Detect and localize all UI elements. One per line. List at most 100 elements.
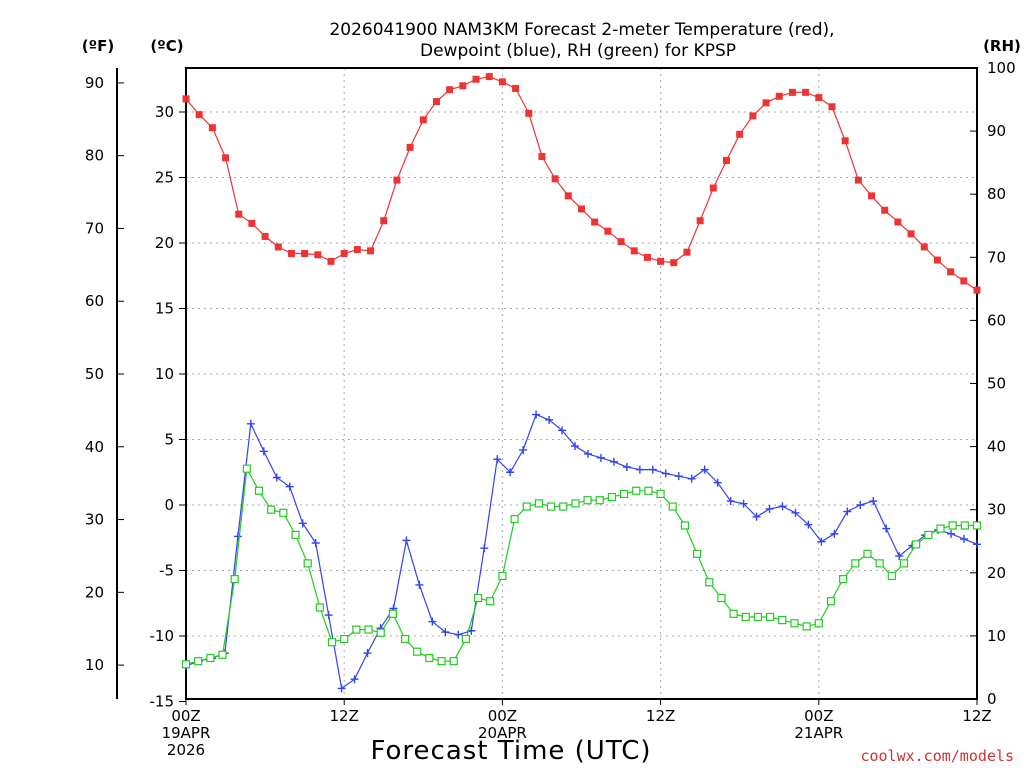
rh-point (437, 657, 446, 666)
dewpoint-point (441, 628, 450, 637)
temperature-point (604, 227, 612, 235)
rh-tick-label: 0 (987, 690, 997, 708)
rh-point (486, 597, 495, 606)
celsius-tick-label: -5 (159, 562, 174, 580)
rh-tick-label: 40 (987, 438, 1006, 456)
time-tick-label: 12Z (646, 707, 675, 725)
temperature-point (696, 217, 704, 225)
rh-point (400, 634, 410, 644)
dewpoint-point (869, 497, 878, 506)
rh-axis: 0 10 20 30 40 50 60 70 80 90 100 (970, 59, 1016, 708)
fahrenheit-tick-label: 10 (85, 656, 104, 674)
temperature-point (683, 248, 691, 256)
rh-point (449, 657, 458, 666)
dewpoint-point (843, 507, 852, 516)
celsius-tick-label: 10 (155, 365, 174, 383)
rh-point (388, 609, 397, 618)
rh-point (802, 622, 811, 631)
rh-point (461, 634, 470, 644)
temperature-point (564, 192, 572, 200)
dewpoint-point (713, 478, 722, 487)
temperature-point (907, 230, 915, 238)
rh-point (717, 593, 726, 603)
dewpoint-point (558, 426, 567, 435)
dewpoint-point (817, 537, 826, 546)
temperature-point (973, 286, 981, 294)
rh-point (619, 489, 629, 499)
rh-point (267, 505, 276, 514)
rh-tick-label: 80 (987, 185, 1006, 203)
dewpoint-point (609, 457, 618, 466)
temperature-point (617, 238, 625, 246)
temperature-point (854, 176, 862, 184)
rh-point (972, 521, 982, 530)
celsius-tick-label: -15 (150, 693, 175, 711)
rh-point (194, 657, 203, 666)
fahrenheit-tick-label: 40 (85, 438, 104, 456)
dewpoint-point (960, 535, 969, 544)
temperature-point (894, 218, 902, 226)
temperature-point (287, 249, 295, 257)
rh-point (218, 650, 227, 659)
temperature-point (775, 92, 783, 100)
dewpoint-point (856, 501, 865, 509)
dewpoint-point (674, 472, 683, 481)
celsius-tick-label: 15 (155, 300, 174, 318)
rh-point (741, 612, 750, 622)
rh-point (607, 492, 617, 502)
temperature-point (841, 137, 849, 145)
temperature-point (182, 95, 190, 103)
temperature-point (261, 232, 269, 240)
rh-point (729, 609, 738, 618)
temperature-point (762, 99, 770, 107)
rh-point (571, 499, 580, 508)
celsius-tick-label: 5 (164, 431, 174, 449)
fahrenheit-unit-label: (ºF) (82, 37, 114, 55)
rh-point (546, 502, 556, 511)
rh-tick-label: 60 (987, 311, 1006, 329)
rh-point (839, 575, 848, 584)
rh-point (826, 597, 836, 606)
time-tick-label: 12Z (330, 707, 359, 725)
temperature-point (472, 75, 480, 83)
dewpoint-point (272, 473, 281, 482)
dewpoint-point (493, 455, 502, 464)
rh-point (230, 575, 239, 584)
temperature-point (419, 116, 427, 124)
temperature-point (393, 176, 401, 184)
series-layer (181, 73, 982, 693)
dewpoint-point (519, 445, 528, 454)
celsius-unit-label: (ºC) (150, 37, 183, 55)
rh-unit-label: (RH) (983, 37, 1021, 55)
temperature-point (723, 156, 731, 164)
dewpoint-point (596, 453, 605, 462)
rh-point (936, 524, 945, 533)
rh-point (814, 619, 823, 628)
rh-tick-label: 30 (987, 501, 1006, 519)
dewpoint-point (246, 419, 255, 428)
rh-tick-label: 20 (987, 564, 1006, 582)
rh-point (352, 625, 361, 634)
temperature-point (630, 247, 638, 255)
dewpoint-point (454, 630, 463, 639)
temperature-point (459, 82, 467, 90)
time-tick-label: 19APR (162, 724, 211, 742)
dewpoint-point (791, 508, 800, 517)
fahrenheit-tick-label: 30 (85, 511, 104, 529)
rh-point (364, 625, 373, 634)
rh-point (327, 638, 337, 647)
temperature-point (367, 247, 375, 255)
rh-point (425, 653, 434, 663)
temperature-point (920, 243, 928, 251)
rh-point (413, 647, 422, 656)
rh-tick-label: 70 (987, 248, 1006, 266)
dewpoint-point (428, 617, 437, 626)
rh-tick-label: 100 (987, 59, 1016, 77)
chart-title-line-2: Dewpoint (blue), RH (green) for KPSP (420, 41, 736, 61)
dewpoint-point (622, 463, 631, 472)
dewpoint-point (661, 469, 670, 478)
rh-point (851, 559, 860, 568)
time-tick-label: 2026 (167, 741, 205, 759)
